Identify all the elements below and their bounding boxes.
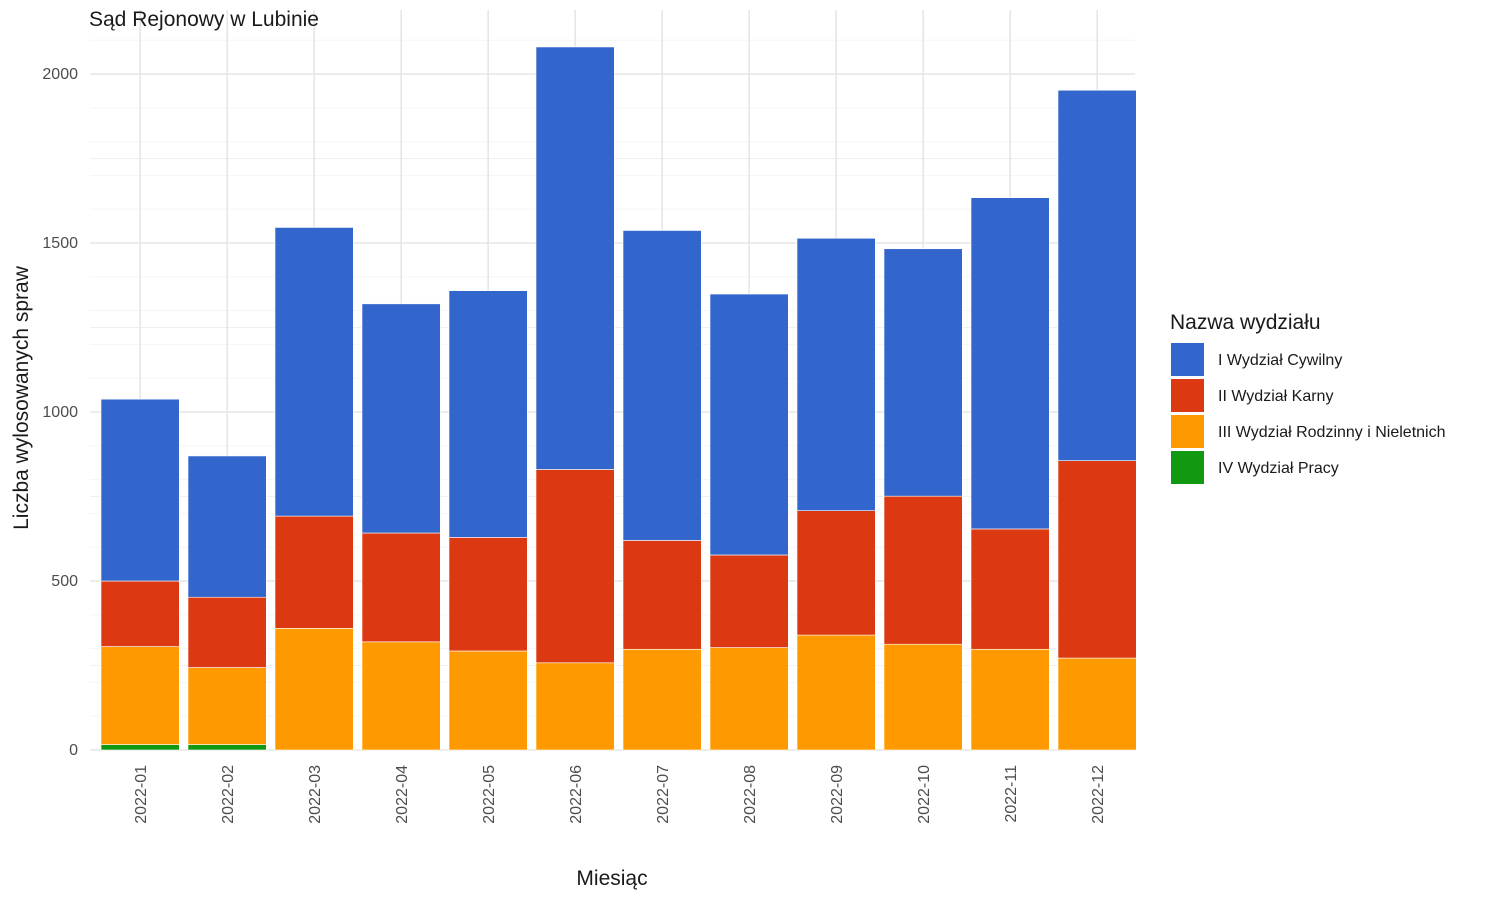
bar-segment [448,650,528,751]
y-tick-label: 2000 [42,66,78,83]
bar-segment [187,667,267,745]
bar-segment [970,528,1050,650]
x-tick-label: 2022-04 [394,765,411,824]
bar-segment [970,197,1050,530]
y-axis-title: Liczba wylosowanych spraw [10,265,33,530]
legend-swatch [1171,343,1204,376]
x-tick-label: 2022-11 [1003,765,1020,823]
bar-segment [535,46,615,470]
bar-segment [274,628,354,751]
x-tick-label: 2022-12 [1090,765,1107,824]
axis-layer: 0 500 1000 1500 2000 2022-01 2022-02 2022-03 202… [42,66,1107,824]
bar-segment [274,227,354,517]
x-tick-label: 2022-02 [220,765,237,824]
x-tick-label: 2022-10 [916,765,933,824]
bar-segment [100,646,180,745]
bar-segment [796,510,876,636]
legend-swatch [1171,415,1204,448]
bar-segment [796,634,876,751]
bar-segment [796,237,876,511]
legend-label: I Wydział Cywilny [1218,352,1342,369]
x-tick-label: 2022-05 [481,765,498,824]
bar-segment [622,540,702,650]
y-tick-label: 1500 [42,235,78,252]
legend-title: Nazwa wydziału [1170,311,1321,334]
bar-segment [100,744,180,751]
legend-label: II Wydział Karny [1218,388,1333,405]
bar-segment [883,248,963,497]
x-tick-label: 2022-01 [133,765,150,824]
bar-segment [883,643,963,751]
bar-segment [448,290,528,538]
bar-segment [622,648,702,751]
legend-label: IV Wydział Pracy [1218,460,1339,477]
bar-segment [100,398,180,582]
bar-segment [361,641,441,751]
legend-items: I Wydział Cywilny II Wydział Karny III Wyd… [1171,343,1446,484]
x-tick-label: 2022-08 [742,765,759,824]
bar-segment [709,293,789,556]
bar-segment [187,596,267,668]
bar-segment [274,515,354,629]
legend-swatch [1171,379,1204,412]
bar-segment [448,537,528,652]
bar-segment [535,469,615,664]
bar-segment [361,532,441,643]
legend-label: III Wydział Rodzinny i Nieletnich [1218,424,1446,441]
x-tick-label: 2022-06 [568,765,585,824]
legend-swatch [1171,451,1204,484]
y-tick-label: 500 [51,573,78,590]
bar-segment [970,648,1050,751]
bar-layer [100,46,1137,751]
x-axis-title: Miesiąc [576,867,647,890]
x-tick-label: 2022-07 [655,765,672,824]
bar-segment [535,662,615,751]
bar-segment [709,554,789,648]
bar-segment [622,230,702,541]
chart-title: Sąd Rejonowy w Lubinie [89,8,319,31]
bar-segment [1057,657,1137,751]
x-tick-label: 2022-09 [829,765,846,824]
y-tick-label: 0 [69,742,78,759]
x-tick-label: 2022-03 [307,765,324,824]
bar-segment [1057,89,1137,461]
bar-segment [100,580,180,647]
bar-segment [361,303,441,534]
bar-segment [187,455,267,598]
bar-segment [1057,460,1137,659]
bar-segment [709,647,789,751]
legend: Nazwa wydziału I Wydział Cywilny II Wydzi… [1170,311,1446,484]
bar-segment [883,495,963,645]
bar-segment [187,744,267,751]
y-tick-label: 1000 [42,404,78,421]
